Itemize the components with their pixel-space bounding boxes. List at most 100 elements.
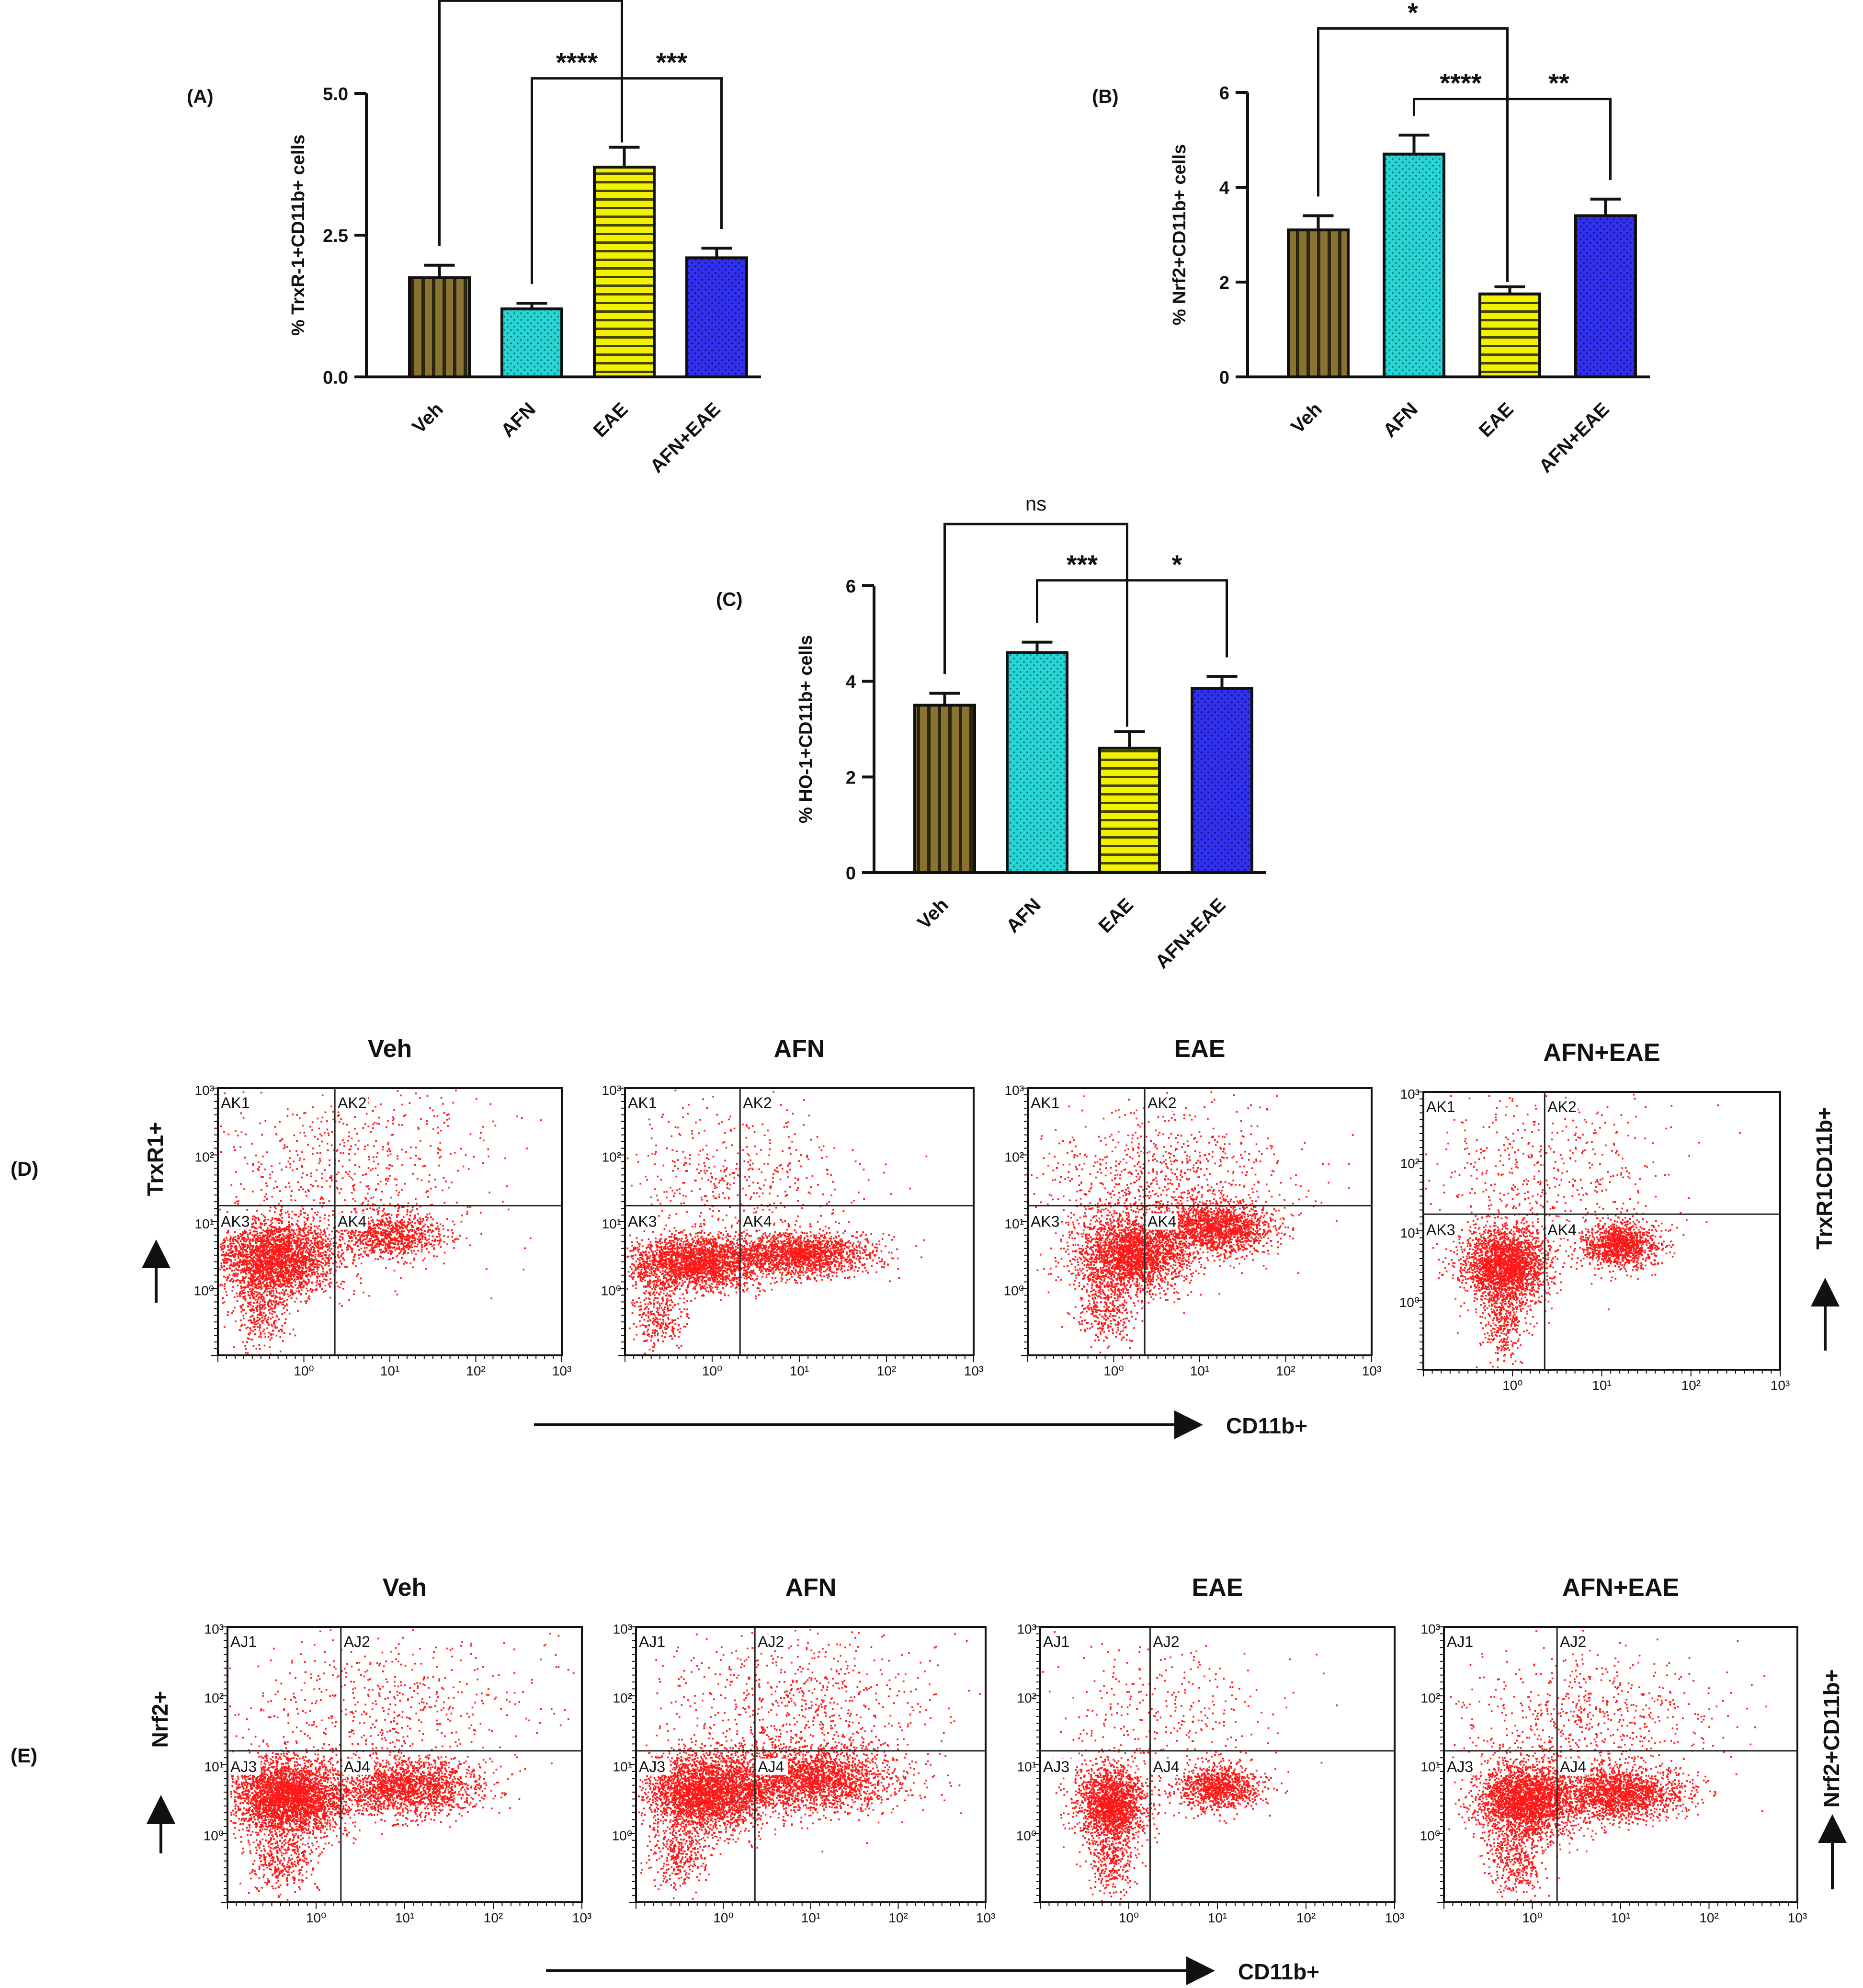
x-tick-label: EAE — [1095, 894, 1137, 937]
significance-bracket — [438, 0, 623, 246]
quadrant-label: AJ3 — [1043, 1758, 1069, 1775]
quadrant-label: AJ2 — [758, 1633, 784, 1650]
y-tick-label: 10³ — [1005, 1083, 1024, 1098]
scatter-dots — [1448, 1630, 1767, 1902]
x-axis-label: CD11b+ — [1238, 1959, 1319, 1984]
y-tick-label: 10³ — [602, 1083, 621, 1098]
plot-title: EAE — [1192, 1574, 1243, 1602]
quadrant-label: AK2 — [1147, 1094, 1176, 1112]
y-tick-label: 5.0 — [323, 84, 348, 104]
panel-b-bar-chart: (B) 0 2 4 6 % Nrf2+CD11b+ cells Veh AFN EAE AFN+E… — [1092, 0, 1650, 477]
y-tick-label: 4 — [846, 672, 856, 693]
x-tick-label: 10⁰ — [1522, 1910, 1542, 1925]
x-tick-label: AFN+EAE — [646, 398, 725, 477]
panel-d-flow-cytometry: (D) TrxR1+ TrxR1CD11b+ CD11b+ Veh AK1 AK2 AK3 AK… — [11, 1035, 1840, 1439]
flow-plot-afn-eae: AFN+EAE AK1 AK2 AK3 AK4 10³ 10² 10¹ 10⁰ 10⁰ 10¹ 10²… — [1399, 1039, 1790, 1393]
y-tick-label: 10² — [613, 1691, 632, 1705]
x-tick-label: 10¹ — [1190, 1363, 1209, 1378]
plot-title: AFN+EAE — [1562, 1574, 1679, 1602]
x-tick-label: 10⁰ — [702, 1363, 722, 1378]
x-tick-label: AFN+EAE — [1535, 398, 1613, 477]
x-tick-label: Veh — [408, 398, 447, 437]
y-tick-label: 10⁰ — [601, 1284, 621, 1298]
x-tick-label: 10² — [484, 1910, 503, 1925]
x-tick-label: 10⁰ — [306, 1910, 326, 1925]
flow-plot-eae: EAE AK1 AK2 AK3 AK4 10³ 10² 10¹ 10⁰ 10⁰ 10¹ 10² 10³ — [1004, 1035, 1382, 1378]
flow-plot-afn-eae: AFN+EAE AJ1 AJ2 AJ3 AJ4 10³ 10² 10¹ 10⁰ 10⁰ 10¹ 10²… — [1420, 1574, 1807, 1925]
bar-eae — [1478, 292, 1541, 378]
plot-title: AFN — [785, 1574, 837, 1602]
panel-e-flow-cytometry: (E) Nrf2+ Nrf2+CD11b+ CD11b+ Veh AJ1 AJ2 AJ3 AJ4… — [11, 1574, 1847, 1985]
bar-afn — [1383, 152, 1445, 378]
y-tick-label: 0 — [846, 863, 856, 884]
x-tick-label: 10¹ — [801, 1910, 820, 1925]
y-tick-label: 10¹ — [1017, 1760, 1036, 1774]
quadrant-label: AJ1 — [1043, 1633, 1069, 1650]
significance-bracket — [1506, 98, 1612, 268]
quadrant-label: AJ3 — [639, 1758, 665, 1775]
x-tick-label: 10² — [1699, 1910, 1718, 1925]
quadrant-label: AJ3 — [1447, 1758, 1473, 1775]
plot-frame — [1422, 1091, 1781, 1371]
quadrant-label: AJ2 — [1560, 1633, 1586, 1650]
plot-frame — [1027, 1087, 1373, 1356]
x-tick-label: 10² — [877, 1363, 896, 1378]
x-tick-label: 10¹ — [1592, 1378, 1611, 1393]
x-tick-label: 10¹ — [1611, 1910, 1630, 1925]
y-tick-label: 10⁰ — [1420, 1828, 1440, 1843]
quadrant-label: AJ2 — [344, 1633, 370, 1650]
bar-afn-eae — [685, 256, 748, 378]
y-tick-label: 10² — [1421, 1691, 1440, 1705]
y-tick-label: 10⁰ — [1399, 1295, 1420, 1310]
y-tick-label: 10⁰ — [194, 1284, 214, 1298]
significance-label: *** — [656, 47, 688, 78]
quadrant-label: AK1 — [221, 1094, 250, 1112]
y-tick-label: 10¹ — [1005, 1216, 1024, 1231]
quadrant-label: AK3 — [628, 1213, 657, 1230]
axis-minor-ticks — [1034, 1626, 1395, 1909]
right-axis-label: TrxR1CD11b+ — [1812, 1107, 1837, 1250]
x-tick-label: EAE — [590, 398, 632, 441]
quadrant-label: AK1 — [628, 1094, 657, 1112]
bar-eae — [593, 165, 656, 378]
y-tick-label: 0 — [1219, 368, 1229, 388]
panel-label: (C) — [716, 589, 743, 610]
y-tick-label: 10² — [1400, 1156, 1420, 1171]
quadrant-label: AJ4 — [1153, 1758, 1179, 1775]
y-tick-label: 10¹ — [613, 1760, 632, 1774]
axis-minor-ticks — [1437, 1626, 1798, 1909]
quadrant-label: AJ4 — [344, 1758, 370, 1775]
plot-title: AFN+EAE — [1543, 1039, 1660, 1067]
quadrant-label: AJ1 — [230, 1633, 257, 1650]
quadrant-label: AK2 — [743, 1094, 772, 1112]
x-tick-label: 10³ — [1362, 1363, 1381, 1378]
x-tick-label: 10² — [466, 1363, 485, 1378]
x-tick-label: 10³ — [1771, 1378, 1790, 1393]
y-tick-label: 10² — [195, 1150, 214, 1165]
significance-bracket — [621, 77, 723, 229]
plot-title: Veh — [368, 1035, 412, 1063]
y-tick-label: 10³ — [204, 1622, 224, 1636]
x-tick-label: EAE — [1475, 398, 1518, 441]
x-tick-label: 10² — [1681, 1378, 1701, 1393]
x-tick-label: 10³ — [1385, 1910, 1404, 1925]
panel-label: (B) — [1092, 86, 1119, 107]
quadrant-label: AK1 — [1426, 1098, 1455, 1115]
x-tick-label: 10³ — [572, 1910, 591, 1925]
flow-plot-veh: Veh AJ1 AJ2 AJ3 AJ4 10³ 10² 10¹ 10⁰ 10⁰ 10¹ 10² 10³ — [204, 1574, 592, 1925]
x-tick-label: 10⁰ — [294, 1363, 314, 1378]
flow-plot-veh: Veh AK1 AK2 AK3 AK4 10³ 10² 10¹ 10⁰ 10⁰ 10¹ 10² 10³ — [194, 1035, 572, 1378]
y-tick-label: 10¹ — [204, 1760, 224, 1774]
y-tick-label: 10¹ — [602, 1216, 621, 1231]
y-tick-label: 10¹ — [1400, 1226, 1420, 1240]
quadrant-label: AK2 — [338, 1094, 366, 1112]
x-tick-label: 10⁰ — [1119, 1910, 1139, 1925]
quadrant-label: AK4 — [338, 1213, 366, 1230]
plot-title: Veh — [383, 1574, 427, 1602]
axis-minor-ticks — [629, 1626, 986, 1909]
quadrant-label: AK2 — [1547, 1098, 1576, 1115]
plot-frame — [624, 1087, 975, 1356]
x-tick-label: Veh — [1287, 398, 1326, 437]
x-tick-label: 10⁰ — [1103, 1363, 1124, 1378]
bar-veh — [1287, 228, 1350, 378]
